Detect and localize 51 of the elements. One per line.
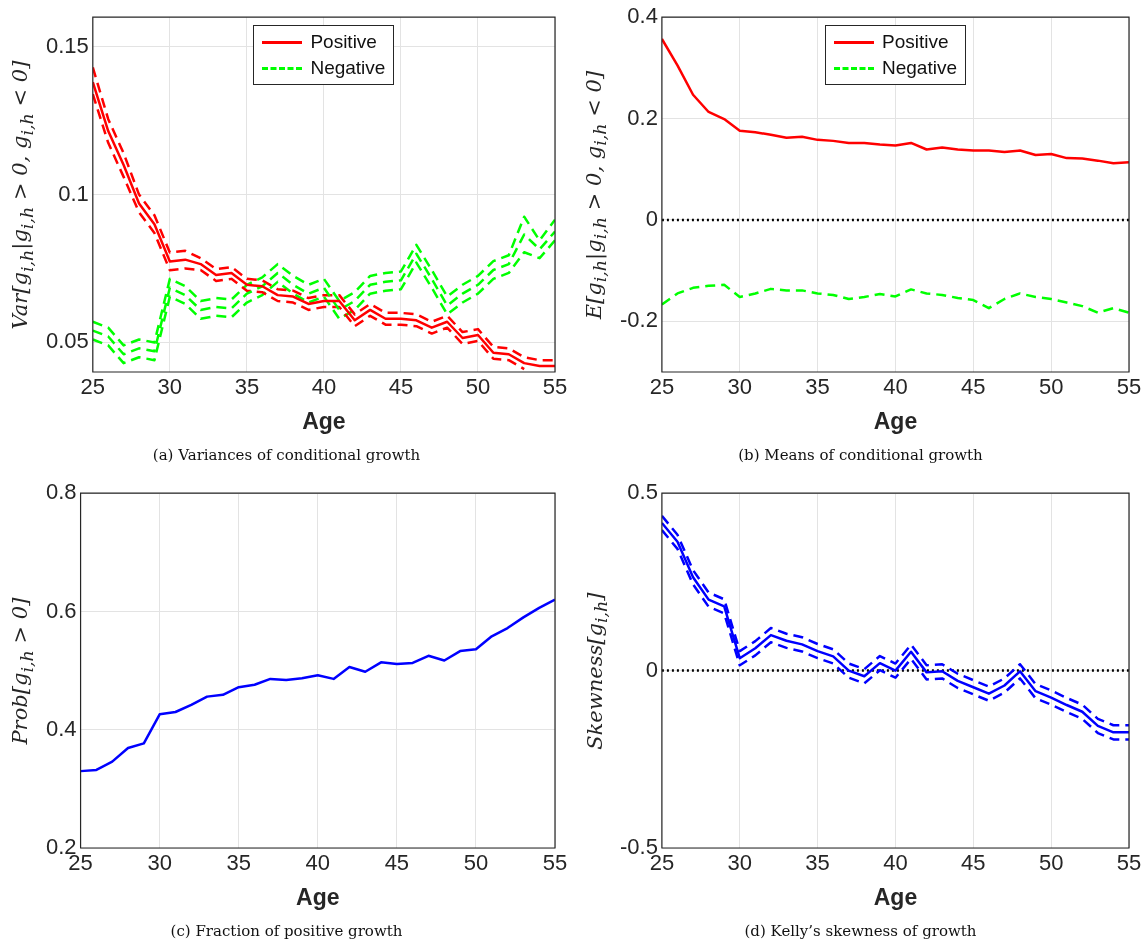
x-axis-title: Age: [873, 407, 918, 434]
x-tick-label: 35: [805, 374, 830, 400]
legend-label: Negative: [881, 56, 957, 81]
x-tick-label: 30: [727, 374, 752, 400]
legend-label: Negative: [310, 56, 386, 81]
x-tick-label: 45: [961, 374, 986, 400]
y-tick-label: 0.5: [627, 479, 658, 505]
x-tick-label: 40: [883, 850, 908, 876]
line-series: [661, 283, 1129, 314]
x-tick-label: 40: [311, 374, 337, 400]
x-tick-label: 35: [234, 374, 260, 400]
x-tick-label: 50: [465, 374, 491, 400]
x-tick-label: 30: [727, 850, 752, 876]
x-tick-label: 55: [542, 850, 568, 876]
legend-label: Positive: [310, 30, 377, 55]
y-tick-label: 0.15: [45, 32, 89, 58]
y-tick-label: 0: [645, 206, 658, 232]
x-axis-title: Age: [296, 883, 340, 910]
x-tick-label: 50: [463, 850, 489, 876]
x-tick-label: 35: [805, 850, 830, 876]
y-tick-label: 0.2: [627, 104, 658, 130]
x-tick-label: 50: [1038, 850, 1064, 876]
x-tick-label: 35: [226, 850, 251, 876]
y-tick-label: 0.4: [45, 715, 77, 741]
x-tick-label: 45: [384, 850, 410, 876]
x-tick-label: 55: [1116, 850, 1142, 876]
x-axis-title: Age: [302, 407, 346, 434]
y-tick-label: 0.05: [45, 328, 89, 354]
x-tick-label: 25: [80, 374, 106, 400]
x-tick-label: 55: [542, 374, 568, 400]
x-axis-title: Age: [873, 883, 918, 910]
x-tick-label: 45: [388, 374, 414, 400]
x-tick-label: 40: [305, 850, 331, 876]
text: (b) Means of conditional growth: [737, 446, 984, 464]
y-tick-label: 0.1: [58, 180, 89, 206]
x-tick-label: 55: [1116, 374, 1142, 400]
x-tick-label: 30: [147, 850, 172, 876]
text: (c) Fraction of positive growth: [169, 922, 404, 940]
y-tick-label: 0.8: [45, 479, 77, 505]
x-tick-label: 30: [157, 374, 183, 400]
y-tick-label: 0.6: [45, 597, 77, 623]
text: (d) Kelly’s skewness of growth: [743, 922, 978, 940]
x-tick-label: 50: [1038, 374, 1064, 400]
x-tick-label: 40: [883, 374, 908, 400]
y-tick-label: 0.4: [627, 3, 658, 29]
y-tick-label: -0.2: [619, 307, 658, 333]
text: (a) Variances of conditional growth: [151, 446, 422, 464]
legend-label: Positive: [881, 30, 949, 55]
y-tick-label: 0: [645, 656, 658, 682]
x-tick-label: 45: [961, 850, 986, 876]
x-tick-label: 25: [649, 374, 675, 400]
